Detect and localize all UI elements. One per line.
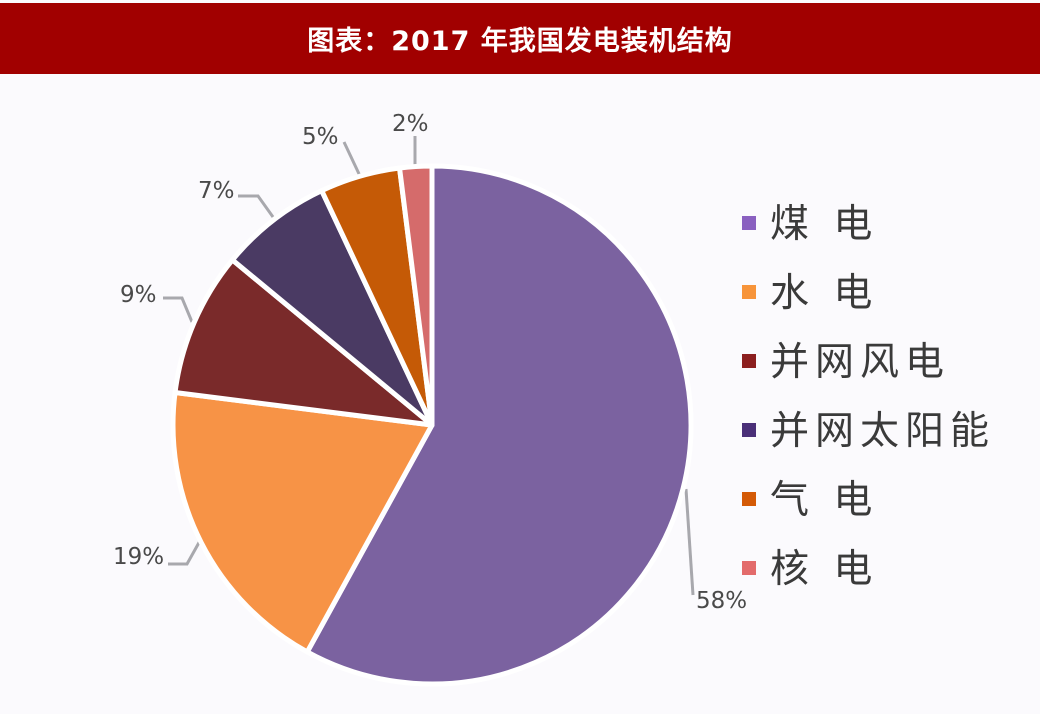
legend-label: 核 电 (770, 546, 879, 592)
pie-slice (397, 163, 435, 428)
legend-label: 并网风电 (770, 339, 951, 385)
pie-slice (304, 163, 694, 687)
legend-label: 并网太阳能 (770, 408, 996, 454)
leader-lines (163, 136, 695, 596)
legend-swatch-icon (742, 560, 756, 575)
pie-slice (170, 390, 435, 655)
data-label: 7% (198, 178, 235, 204)
data-label: 5% (302, 124, 339, 150)
legend-swatch-icon (742, 491, 756, 506)
leader-line (342, 141, 362, 177)
legend-swatch-icon (742, 422, 756, 437)
legend-item: 核 电 (742, 531, 995, 600)
legend-item: 并网太阳能 (742, 393, 995, 462)
legend-swatch-icon (742, 284, 756, 299)
title-bar: 图表：2017 年我国发电装机结构 (0, 3, 1040, 74)
legend-swatch-icon (742, 215, 756, 230)
legend-item: 煤 电 (742, 186, 995, 255)
data-label: 58% (696, 588, 748, 614)
legend-item: 水 电 (742, 255, 995, 324)
legend-label: 煤 电 (770, 201, 879, 247)
legend-item: 气 电 (742, 462, 995, 531)
data-label: 9% (120, 282, 157, 308)
leader-line (238, 194, 275, 218)
pie-slices (170, 163, 694, 687)
leader-line (163, 296, 194, 323)
leader-line (168, 538, 203, 566)
legend: 煤 电水 电并网风电并网太阳能气 电核 电 (742, 186, 995, 600)
pie-slice (172, 257, 435, 428)
leader-line (684, 488, 695, 596)
legend-swatch-icon (742, 353, 756, 368)
legend-item: 并网风电 (742, 324, 995, 393)
data-label: 19% (113, 544, 165, 570)
data-label: 2% (392, 111, 429, 137)
legend-label: 水 电 (770, 270, 879, 316)
chart-title: 图表：2017 年我国发电装机结构 (307, 26, 733, 57)
legend-label: 气 电 (770, 477, 879, 523)
